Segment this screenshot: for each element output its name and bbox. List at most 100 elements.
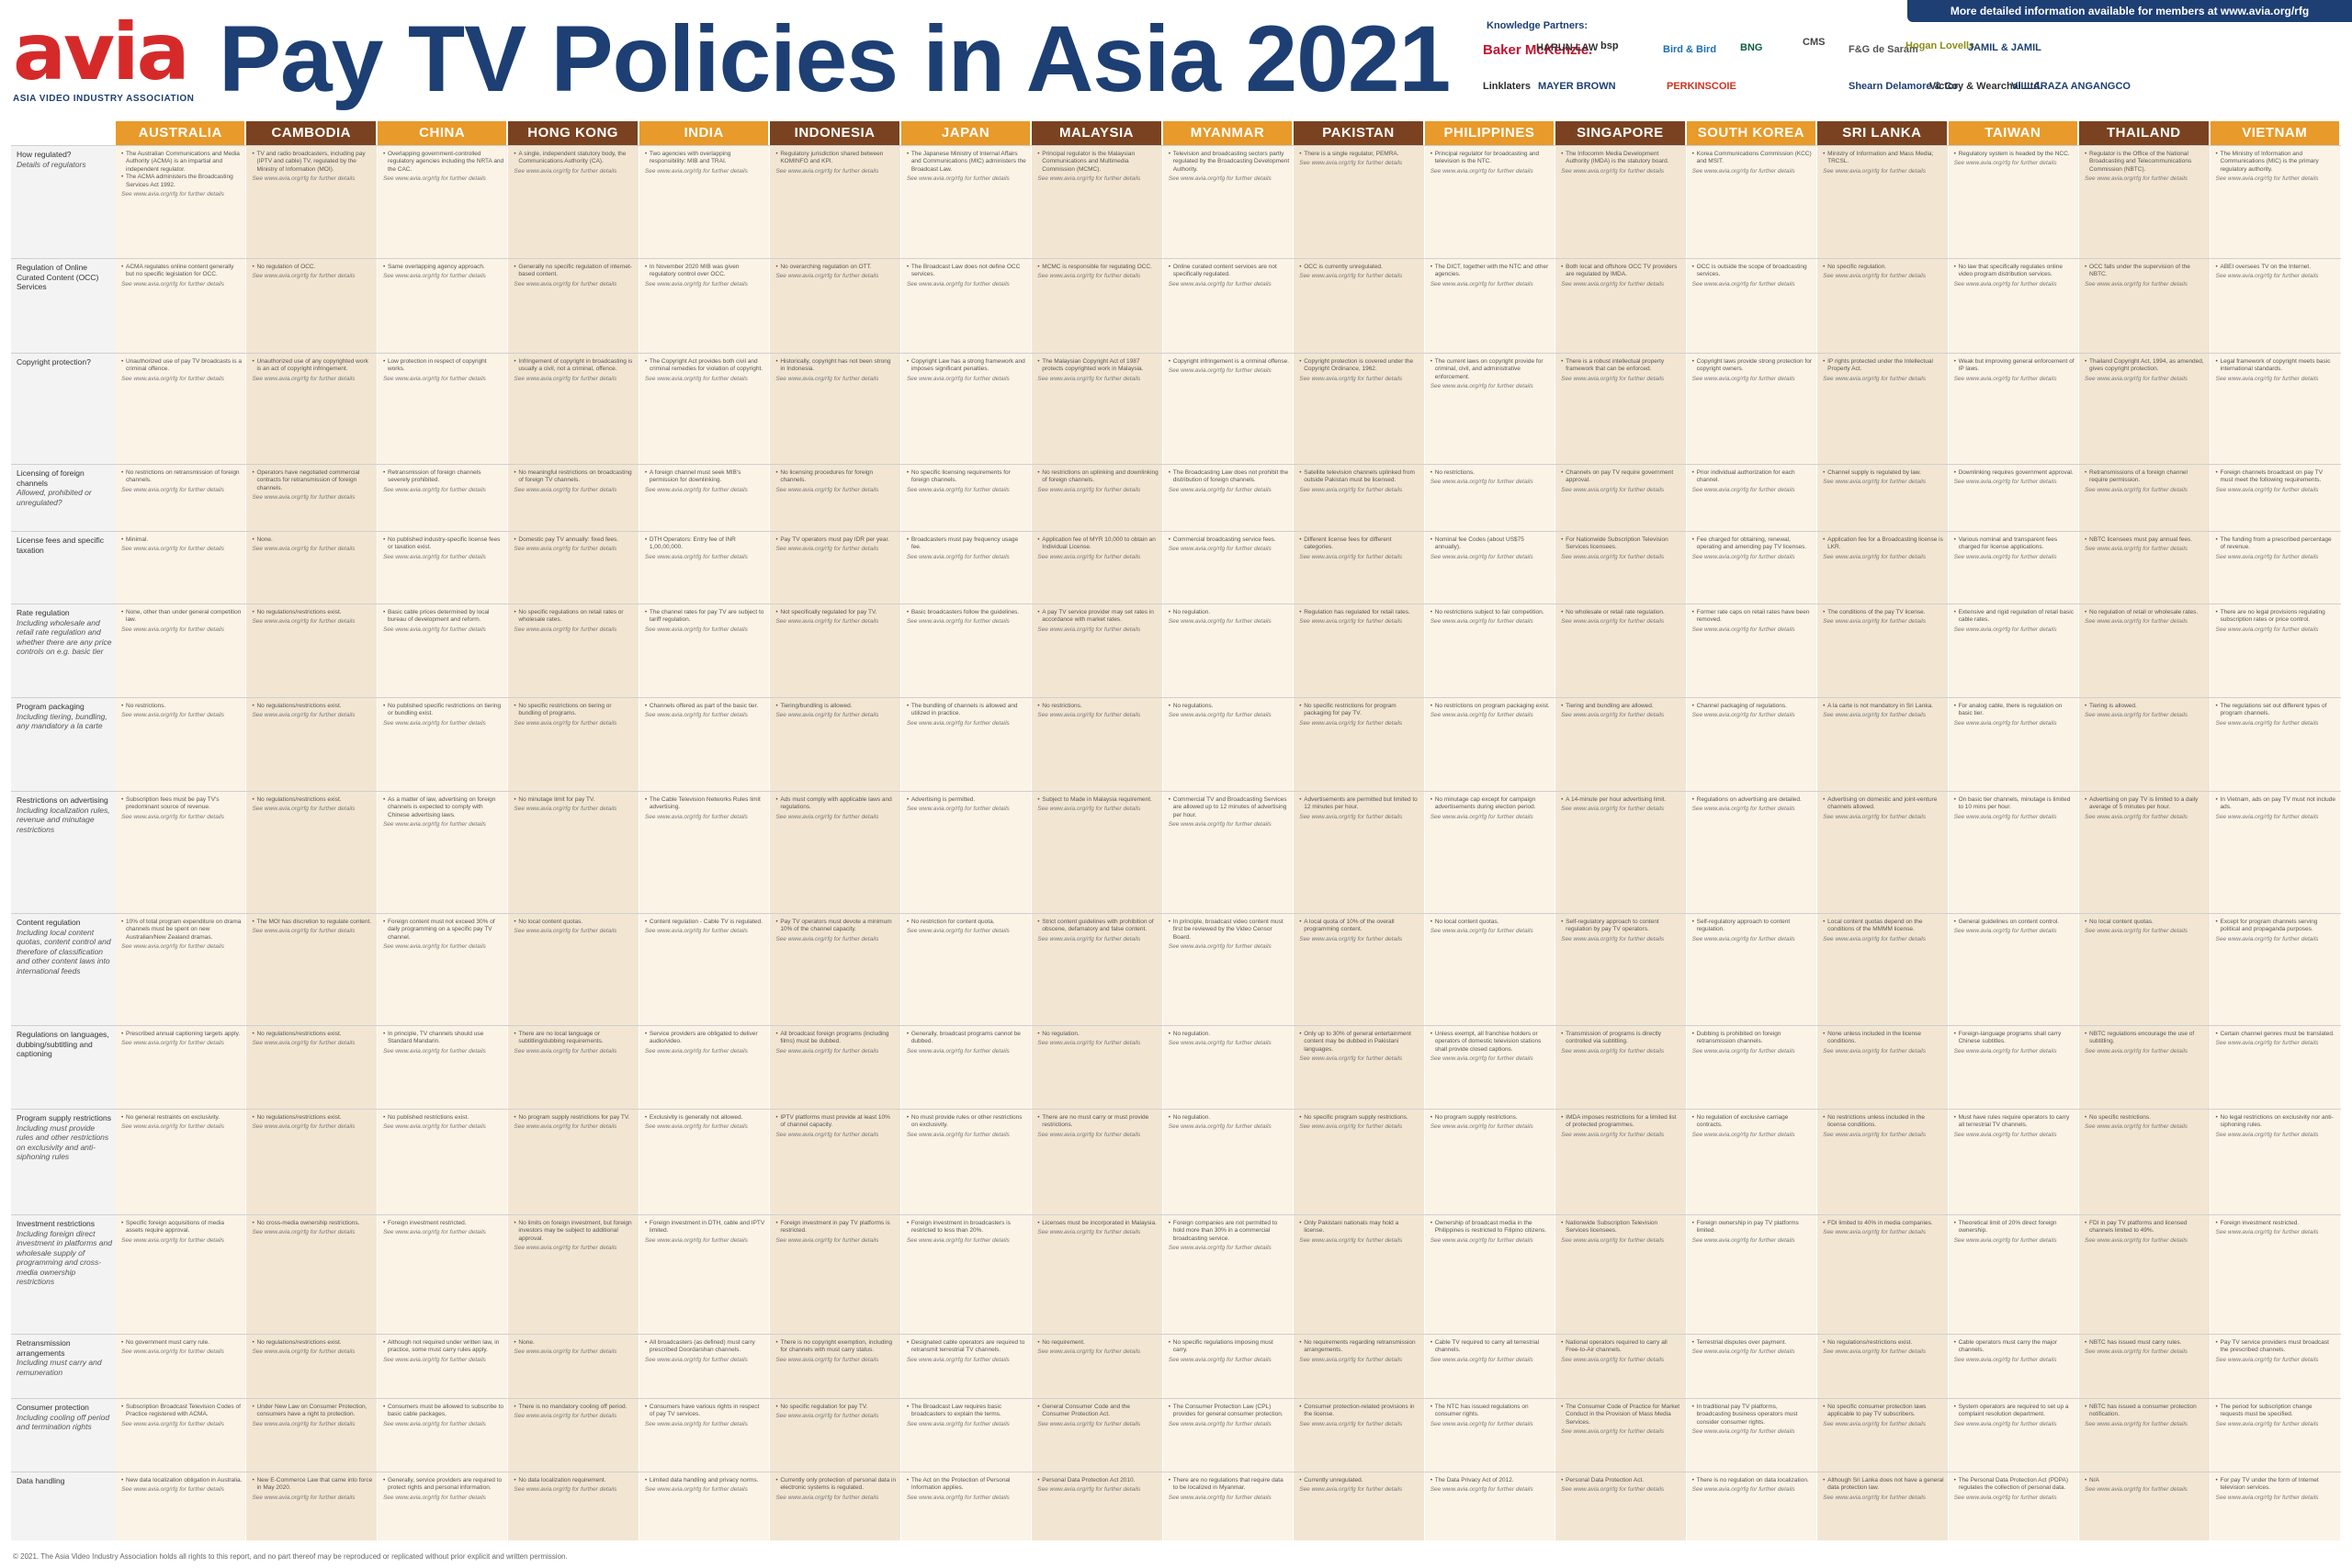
more-details-link[interactable]: See www.avia.org/rfg for further details bbox=[1168, 1420, 1272, 1427]
more-details-link[interactable]: See www.avia.org/rfg for further details bbox=[121, 813, 224, 820]
more-details-link[interactable]: See www.avia.org/rfg for further details bbox=[1299, 719, 1403, 727]
more-details-link[interactable]: See www.avia.org/rfg for further details bbox=[1953, 1131, 2057, 1138]
more-details-link[interactable]: See www.avia.org/rfg for further details bbox=[1561, 280, 1665, 288]
more-details-link[interactable]: See www.avia.org/rfg for further details bbox=[1823, 618, 1927, 626]
more-details-link[interactable]: See www.avia.org/rfg for further details bbox=[252, 1229, 356, 1236]
more-details-link[interactable]: See www.avia.org/rfg for further details bbox=[252, 618, 356, 626]
more-details-link[interactable]: See www.avia.org/rfg for further details bbox=[382, 1123, 486, 1131]
more-details-link[interactable]: See www.avia.org/rfg for further details bbox=[1430, 712, 1533, 719]
more-details-link[interactable]: See www.avia.org/rfg for further details bbox=[1953, 553, 2057, 560]
partner-logo[interactable]: Hogan Lovells bbox=[1905, 40, 1975, 51]
more-details-link[interactable]: See www.avia.org/rfg for further details bbox=[1823, 273, 1927, 280]
more-details-link[interactable]: See www.avia.org/rfg for further details bbox=[1953, 1494, 2057, 1501]
more-details-link[interactable]: See www.avia.org/rfg for further details bbox=[1168, 712, 1272, 719]
more-details-link[interactable]: See www.avia.org/rfg for further details bbox=[775, 167, 879, 175]
more-details-link[interactable]: See www.avia.org/rfg for further details bbox=[2215, 273, 2319, 280]
more-details-link[interactable]: See www.avia.org/rfg for further details bbox=[1823, 479, 1927, 486]
more-details-link[interactable]: See www.avia.org/rfg for further details bbox=[775, 1047, 879, 1055]
more-details-link[interactable]: See www.avia.org/rfg for further details bbox=[1561, 375, 1665, 382]
more-details-link[interactable]: See www.avia.org/rfg for further details bbox=[252, 928, 356, 935]
more-details-link[interactable]: See www.avia.org/rfg for further details bbox=[252, 806, 356, 813]
more-details-link[interactable]: See www.avia.org/rfg for further details bbox=[121, 191, 224, 198]
more-details-link[interactable]: See www.avia.org/rfg for further details bbox=[1168, 1040, 1272, 1047]
more-details-link[interactable]: See www.avia.org/rfg for further details bbox=[1691, 935, 1795, 942]
more-details-link[interactable]: See www.avia.org/rfg for further details bbox=[1823, 167, 1927, 175]
more-details-link[interactable]: See www.avia.org/rfg for further details bbox=[644, 280, 748, 288]
more-details-link[interactable]: See www.avia.org/rfg for further details bbox=[252, 375, 356, 382]
more-details-link[interactable]: See www.avia.org/rfg for further details bbox=[1037, 486, 1141, 493]
partner-logo[interactable]: Victory & Wearchai Ltd. bbox=[1929, 81, 2043, 92]
partner-logo[interactable]: Linklaters bbox=[1483, 81, 1531, 92]
more-details-link[interactable]: See www.avia.org/rfg for further details bbox=[1299, 375, 1403, 382]
more-details-link[interactable]: See www.avia.org/rfg for further details bbox=[2215, 1040, 2319, 1047]
more-details-link[interactable]: See www.avia.org/rfg for further details bbox=[1953, 626, 2057, 633]
more-details-link[interactable]: See www.avia.org/rfg for further details bbox=[1168, 367, 1272, 375]
more-details-link[interactable]: See www.avia.org/rfg for further details bbox=[1561, 1486, 1665, 1494]
more-details-link[interactable]: See www.avia.org/rfg for further details bbox=[1299, 1123, 1403, 1131]
more-details-link[interactable]: See www.avia.org/rfg for further details bbox=[775, 1236, 879, 1244]
more-details-link[interactable]: See www.avia.org/rfg for further details bbox=[121, 1236, 224, 1244]
more-details-link[interactable]: See www.avia.org/rfg for further details bbox=[1561, 1428, 1665, 1436]
more-details-link[interactable]: See www.avia.org/rfg for further details bbox=[644, 1123, 748, 1131]
partner-logo[interactable]: Bird & Bird bbox=[1663, 44, 1717, 55]
more-details-link[interactable]: See www.avia.org/rfg for further details bbox=[906, 806, 1010, 813]
more-details-link[interactable]: See www.avia.org/rfg for further details bbox=[775, 546, 879, 553]
more-details-link[interactable]: See www.avia.org/rfg for further details bbox=[644, 1356, 748, 1363]
more-details-link[interactable]: See www.avia.org/rfg for further details bbox=[2085, 1420, 2188, 1427]
more-details-link[interactable]: See www.avia.org/rfg for further details bbox=[252, 175, 356, 183]
more-details-link[interactable]: See www.avia.org/rfg for further details bbox=[1691, 1131, 1795, 1138]
more-details-link[interactable]: See www.avia.org/rfg for further details bbox=[1691, 1047, 1795, 1055]
more-details-link[interactable]: See www.avia.org/rfg for further details bbox=[1430, 553, 1533, 560]
more-details-link[interactable]: See www.avia.org/rfg for further details bbox=[775, 935, 879, 942]
more-details-link[interactable]: See www.avia.org/rfg for further details bbox=[1430, 1486, 1533, 1494]
more-details-link[interactable]: See www.avia.org/rfg for further details bbox=[775, 375, 879, 382]
more-details-link[interactable]: See www.avia.org/rfg for further details bbox=[2215, 486, 2319, 493]
more-details-link[interactable]: See www.avia.org/rfg for further details bbox=[2215, 813, 2319, 820]
more-details-link[interactable]: See www.avia.org/rfg for further details bbox=[644, 1420, 748, 1427]
more-details-link[interactable]: See www.avia.org/rfg for further details bbox=[1299, 1236, 1403, 1244]
more-details-link[interactable]: See www.avia.org/rfg for further details bbox=[1299, 1356, 1403, 1363]
more-details-link[interactable]: See www.avia.org/rfg for further details bbox=[1561, 618, 1665, 626]
more-details-link[interactable]: See www.avia.org/rfg for further details bbox=[382, 821, 486, 829]
more-details-link[interactable]: See www.avia.org/rfg for further details bbox=[121, 943, 224, 951]
more-details-link[interactable]: See www.avia.org/rfg for further details bbox=[906, 1356, 1010, 1363]
more-details-link[interactable]: See www.avia.org/rfg for further details bbox=[1953, 1236, 2057, 1244]
members-info-banner[interactable]: More detailed information available for … bbox=[1907, 0, 2352, 22]
more-details-link[interactable]: See www.avia.org/rfg for further details bbox=[2085, 1236, 2188, 1244]
more-details-link[interactable]: See www.avia.org/rfg for further details bbox=[1691, 626, 1795, 633]
more-details-link[interactable]: See www.avia.org/rfg for further details bbox=[1823, 935, 1927, 942]
more-details-link[interactable]: See www.avia.org/rfg for further details bbox=[2085, 813, 2188, 820]
more-details-link[interactable]: See www.avia.org/rfg for further details bbox=[1691, 167, 1795, 175]
more-details-link[interactable]: See www.avia.org/rfg for further details bbox=[775, 486, 879, 493]
more-details-link[interactable]: See www.avia.org/rfg for further details bbox=[2085, 928, 2188, 935]
more-details-link[interactable]: See www.avia.org/rfg for further details bbox=[1168, 943, 1272, 951]
more-details-link[interactable]: See www.avia.org/rfg for further details bbox=[1953, 928, 2057, 935]
more-details-link[interactable]: See www.avia.org/rfg for further details bbox=[906, 375, 1010, 382]
more-details-link[interactable]: See www.avia.org/rfg for further details bbox=[1823, 375, 1927, 382]
more-details-link[interactable]: See www.avia.org/rfg for further details bbox=[1168, 821, 1272, 829]
more-details-link[interactable]: See www.avia.org/rfg for further details bbox=[1953, 280, 2057, 288]
more-details-link[interactable]: See www.avia.org/rfg for further details bbox=[775, 1494, 879, 1501]
more-details-link[interactable]: See www.avia.org/rfg for further details bbox=[1299, 553, 1403, 560]
partner-logo[interactable]: MAYER BROWN bbox=[1538, 81, 1616, 92]
more-details-link[interactable]: See www.avia.org/rfg for further details bbox=[906, 175, 1010, 183]
more-details-link[interactable]: See www.avia.org/rfg for further details bbox=[1430, 280, 1533, 288]
more-details-link[interactable]: See www.avia.org/rfg for further details bbox=[514, 806, 617, 813]
more-details-link[interactable]: See www.avia.org/rfg for further details bbox=[1691, 375, 1795, 382]
more-details-link[interactable]: See www.avia.org/rfg for further details bbox=[514, 1486, 617, 1494]
more-details-link[interactable]: See www.avia.org/rfg for further details bbox=[775, 618, 879, 626]
more-details-link[interactable]: See www.avia.org/rfg for further details bbox=[382, 943, 486, 951]
more-details-link[interactable]: See www.avia.org/rfg for further details bbox=[1691, 553, 1795, 560]
more-details-link[interactable]: See www.avia.org/rfg for further details bbox=[1823, 1131, 1927, 1138]
more-details-link[interactable]: See www.avia.org/rfg for further details bbox=[2085, 1047, 2188, 1055]
more-details-link[interactable]: See www.avia.org/rfg for further details bbox=[252, 1123, 356, 1131]
more-details-link[interactable]: See www.avia.org/rfg for further details bbox=[2085, 1348, 2188, 1356]
more-details-link[interactable]: See www.avia.org/rfg for further details bbox=[1823, 1047, 1927, 1055]
more-details-link[interactable]: See www.avia.org/rfg for further details bbox=[1430, 813, 1533, 820]
more-details-link[interactable]: See www.avia.org/rfg for further details bbox=[1561, 1236, 1665, 1244]
more-details-link[interactable]: See www.avia.org/rfg for further details bbox=[1953, 813, 2057, 820]
more-details-link[interactable]: See www.avia.org/rfg for further details bbox=[1561, 167, 1665, 175]
more-details-link[interactable]: See www.avia.org/rfg for further details bbox=[1430, 1055, 1533, 1063]
more-details-link[interactable]: See www.avia.org/rfg for further details bbox=[2215, 935, 2319, 942]
more-details-link[interactable]: See www.avia.org/rfg for further details bbox=[644, 1486, 748, 1494]
